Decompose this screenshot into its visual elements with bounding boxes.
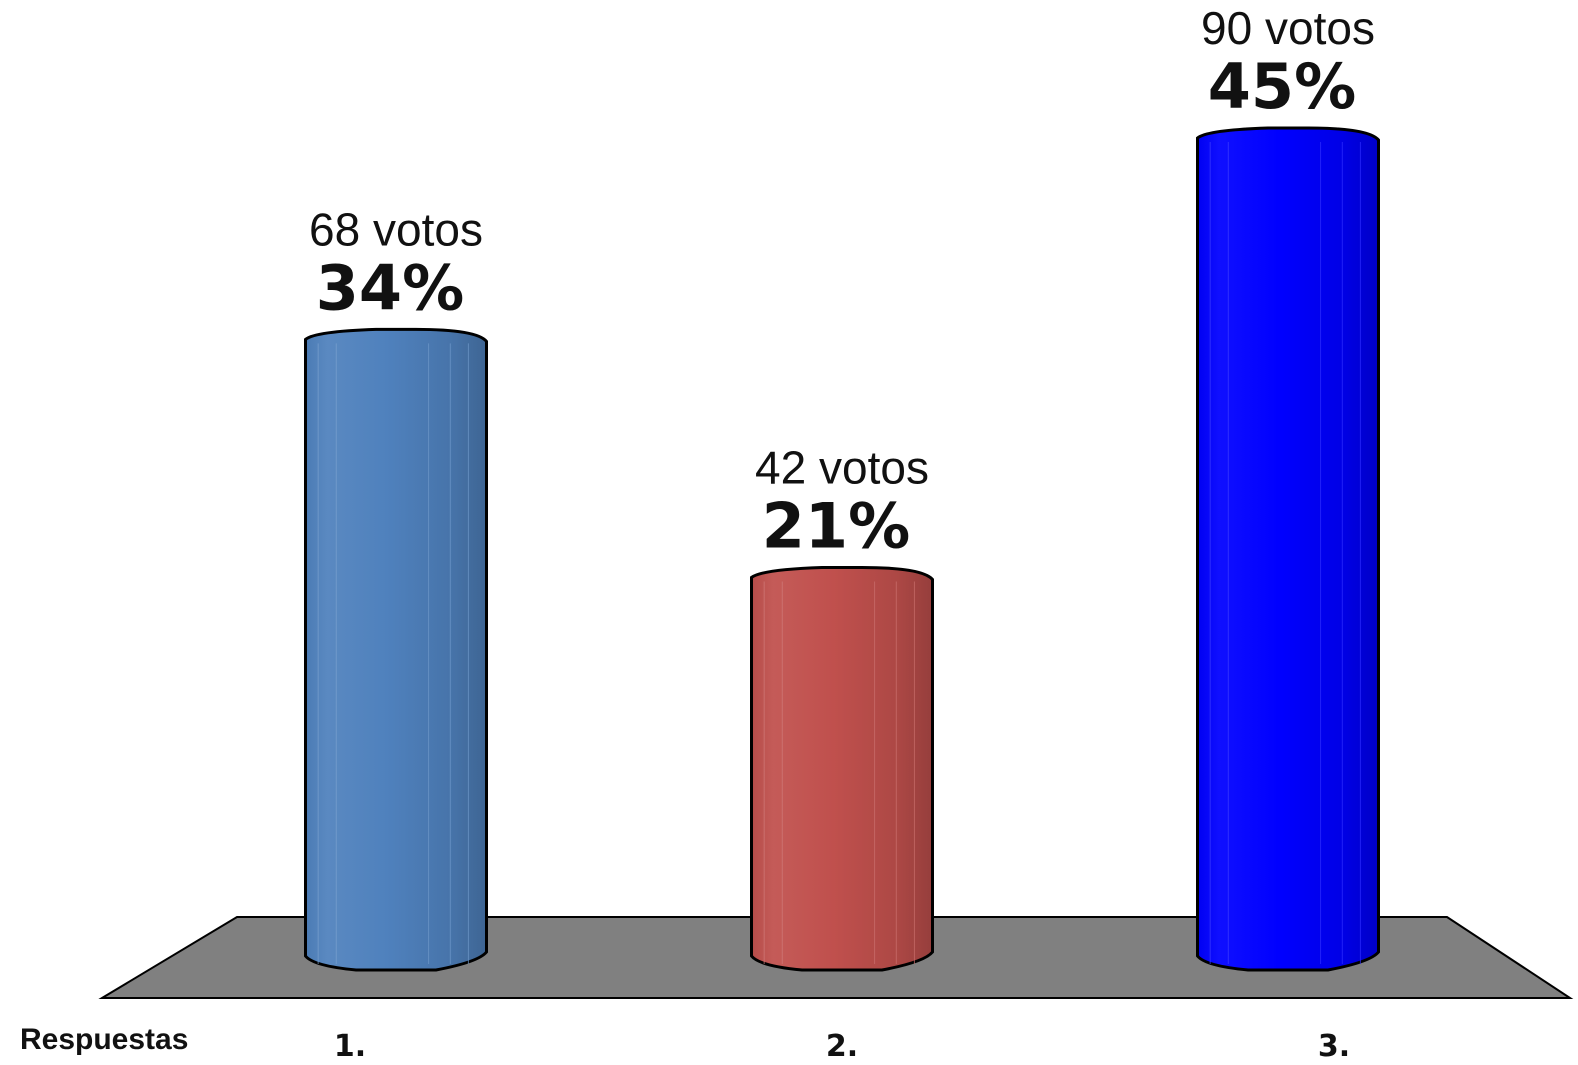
percent-label-3: 45% bbox=[1208, 50, 1356, 123]
percent-label-1: 34% bbox=[316, 251, 464, 324]
percent-label-2: 21% bbox=[762, 489, 910, 562]
votes-label-3: 90 votos bbox=[1201, 2, 1375, 54]
bar-2 bbox=[750, 565, 934, 972]
bar-2-body bbox=[750, 565, 934, 972]
bar-1 bbox=[304, 327, 488, 972]
votes-label-2: 42 votos bbox=[755, 441, 929, 493]
bar-1-body bbox=[304, 327, 488, 972]
category-label-3: 3. bbox=[1318, 1029, 1350, 1064]
x-axis-title: Respuestas bbox=[20, 1023, 188, 1056]
votes-label-1: 68 votos bbox=[309, 203, 483, 255]
bars-layer bbox=[304, 126, 1380, 972]
bar-3 bbox=[1196, 126, 1380, 972]
category-label-1: 1. bbox=[334, 1029, 366, 1064]
bar-3-body bbox=[1196, 126, 1380, 972]
category-label-2: 2. bbox=[826, 1029, 858, 1064]
